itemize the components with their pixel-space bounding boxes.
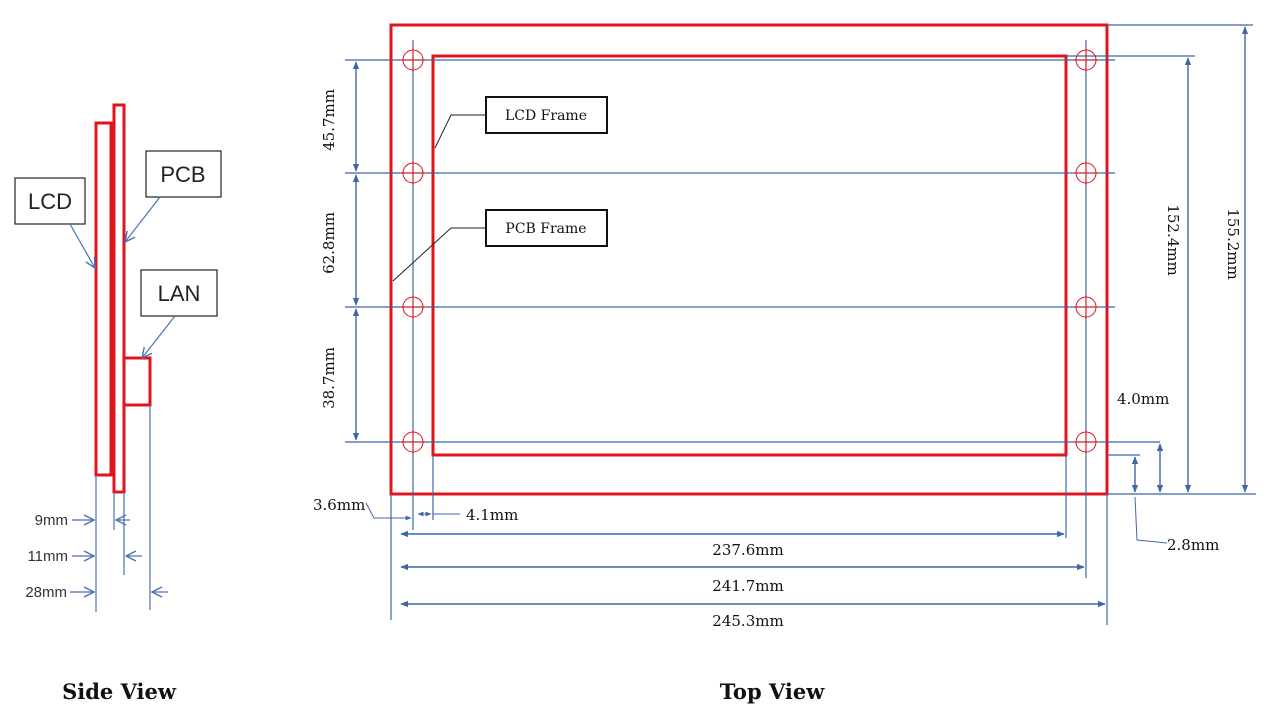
lcd-callout-box — [14, 177, 86, 225]
side-lan-connector — [122, 356, 152, 407]
pcb-frame-leader — [392, 227, 486, 282]
top-view-title: Top View — [720, 679, 825, 704]
mounting-holes — [401, 48, 1098, 454]
dim-152-4mm: 152.4mm — [1164, 204, 1182, 275]
dim-45-7mm: 45.7mm — [320, 89, 338, 151]
pcb-outer-frame — [389, 23, 1109, 496]
lcd-callout-label: LCD — [28, 189, 72, 214]
dim-2-8mm: 2.8mm — [1167, 536, 1219, 554]
hole-mid2-right — [1074, 295, 1098, 319]
dim-28mm: 28mm — [25, 584, 67, 601]
dim-3-6mm: 3.6mm — [313, 496, 365, 514]
side-lcd-plate — [94, 121, 113, 477]
dim-155-2mm: 155.2mm — [1224, 208, 1242, 279]
dim-245-3mm: 245.3mm — [712, 612, 783, 630]
lan-callout-box — [140, 269, 218, 317]
pcb-leader — [125, 196, 161, 242]
dim-9mm: 9mm — [35, 512, 68, 529]
pcb-callout-box — [145, 150, 222, 198]
dim-241-7mm: 241.7mm — [712, 577, 783, 595]
hole-top-left — [401, 48, 425, 72]
side-view: LCD PCB LAN 9mm 11mm 28mm Side View — [14, 103, 222, 704]
dim-2-8mm-leader — [1134, 496, 1168, 544]
lcd-frame-leader — [434, 114, 486, 149]
pcb-callout-label: PCB — [160, 162, 205, 187]
hole-mid1-right — [1074, 161, 1098, 185]
dim-11mm: 11mm — [27, 548, 68, 565]
top-view: LCD Frame PCB Frame 45.7mm 62.8mm 38.7mm… — [313, 23, 1256, 704]
dim-3-6mm-leader — [365, 502, 412, 521]
lan-leader — [142, 315, 176, 358]
dim-38-7mm: 38.7mm — [320, 347, 338, 409]
hole-mid2-left — [401, 295, 425, 319]
dim-62-8mm: 62.8mm — [320, 212, 338, 274]
pcb-frame-label: PCB Frame — [505, 221, 586, 237]
dim-237-6mm: 237.6mm — [712, 541, 783, 559]
lcd-frame-label: LCD Frame — [505, 108, 587, 124]
hole-bottom-right — [1074, 430, 1098, 454]
hole-top-right — [1074, 48, 1098, 72]
lcd-leader — [69, 223, 95, 268]
side-view-title: Side View — [62, 679, 177, 704]
dim-4-0mm: 4.0mm — [1117, 390, 1169, 408]
lcd-inner-frame — [431, 54, 1068, 457]
hole-mid1-left — [401, 161, 425, 185]
side-pcb-plate — [112, 103, 126, 494]
hole-bottom-left — [401, 430, 425, 454]
dim-4-1mm: 4.1mm — [466, 506, 518, 524]
lan-callout-label: LAN — [158, 281, 201, 306]
